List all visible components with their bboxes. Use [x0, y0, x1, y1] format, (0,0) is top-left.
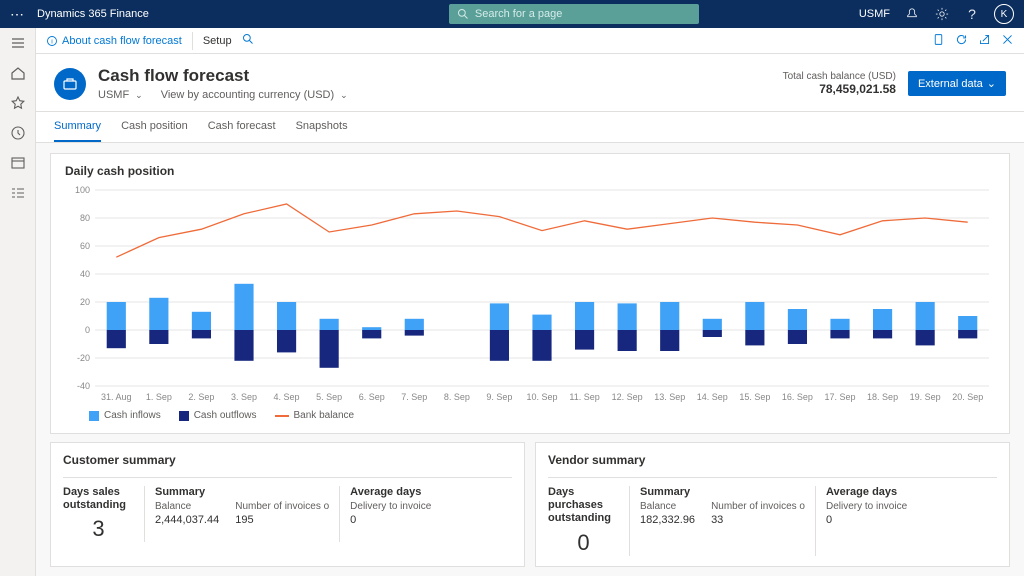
chevron-down-icon: ⌄: [135, 90, 143, 101]
svg-text:20: 20: [80, 297, 90, 307]
svg-text:-40: -40: [77, 381, 90, 391]
vend-balance: 182,332.96: [640, 514, 695, 526]
svg-text:10. Sep: 10. Sep: [526, 392, 557, 402]
cust-invoices: 195: [235, 514, 329, 526]
chevron-down-icon: ⌄: [340, 90, 348, 101]
chart-title: Daily cash position: [65, 164, 995, 178]
svg-text:15. Sep: 15. Sep: [739, 392, 770, 402]
page-icon: [54, 68, 86, 100]
about-link[interactable]: i About cash flow forecast: [46, 35, 182, 47]
legend-outflows: Cash outflows: [179, 410, 257, 421]
app-header: ⋯ Dynamics 365 Finance Search for a page…: [0, 0, 1024, 28]
svg-text:0: 0: [85, 325, 90, 335]
svg-text:60: 60: [80, 241, 90, 251]
svg-text:5. Sep: 5. Sep: [316, 392, 342, 402]
svg-text:80: 80: [80, 213, 90, 223]
daily-cash-chart: -40 -20 0 20 40 60 80 100 31. Aug 1. Sep 2. Sep 3. …: [65, 184, 995, 404]
tab-snapshots[interactable]: Snapshots: [296, 112, 348, 142]
recent-icon[interactable]: [9, 124, 27, 142]
legend-bank-balance: Bank balance: [275, 410, 355, 421]
action-bar: i About cash flow forecast Setup: [36, 28, 1024, 54]
customer-summary-card: Customer summary Days sales outstanding …: [50, 442, 525, 567]
help-icon[interactable]: ?: [964, 6, 980, 22]
dpo-label: Days purchases outstanding: [548, 486, 619, 526]
balance-label: Total cash balance (USD): [783, 71, 896, 82]
chart-card: Daily cash position -40 -20 0 20 40 60 80 100 31…: [50, 153, 1010, 434]
summary-label: Summary: [155, 486, 329, 499]
home-icon[interactable]: [9, 64, 27, 82]
svg-text:-20: -20: [77, 353, 90, 363]
search-input[interactable]: Search for a page: [449, 4, 699, 24]
svg-text:8. Sep: 8. Sep: [444, 392, 470, 402]
svg-text:16. Sep: 16. Sep: [782, 392, 813, 402]
svg-text:100: 100: [75, 185, 90, 195]
app-title: Dynamics 365 Finance: [37, 8, 149, 20]
svg-text:4. Sep: 4. Sep: [274, 392, 300, 402]
popout-icon[interactable]: [978, 33, 991, 49]
external-data-button[interactable]: External data ⌄: [908, 71, 1006, 96]
chevron-down-icon: ⌄: [987, 77, 996, 90]
tab-cash-position[interactable]: Cash position: [121, 112, 188, 142]
cust-delivery: 0: [350, 514, 502, 526]
svg-text:2. Sep: 2. Sep: [188, 392, 214, 402]
svg-text:20. Sep: 20. Sep: [952, 392, 983, 402]
customer-summary-title: Customer summary: [63, 453, 512, 467]
svg-text:i: i: [51, 38, 53, 45]
balance-value: 78,459,021.58: [783, 82, 896, 96]
avg-days-label: Average days: [350, 486, 502, 499]
entity-select[interactable]: USMF: [98, 89, 129, 101]
svg-text:3. Sep: 3. Sep: [231, 392, 257, 402]
svg-text:6. Sep: 6. Sep: [359, 392, 385, 402]
svg-text:9. Sep: 9. Sep: [486, 392, 512, 402]
svg-text:1. Sep: 1. Sep: [146, 392, 172, 402]
svg-text:19. Sep: 19. Sep: [910, 392, 941, 402]
svg-text:17. Sep: 17. Sep: [824, 392, 855, 402]
svg-text:18. Sep: 18. Sep: [867, 392, 898, 402]
chart-legend: Cash inflows Cash outflows Bank balance: [65, 410, 995, 421]
avatar[interactable]: K: [994, 4, 1014, 24]
modules-icon[interactable]: [9, 184, 27, 202]
workspace-icon[interactable]: [9, 154, 27, 172]
svg-text:11. Sep: 11. Sep: [569, 392, 599, 402]
search-icon: [457, 8, 469, 20]
vend-invoices: 33: [711, 514, 805, 526]
dso-value: 3: [63, 516, 134, 542]
legend-inflows: Cash inflows: [89, 410, 161, 421]
cust-balance: 2,444,037.44: [155, 514, 219, 526]
waffle-icon[interactable]: ⋯: [10, 6, 25, 23]
refresh-icon[interactable]: [955, 33, 968, 49]
vendor-summary-title: Vendor summary: [548, 453, 997, 467]
balance-block: Total cash balance (USD) 78,459,021.58: [783, 71, 896, 96]
page-header: Cash flow forecast USMF ⌄ View by accoun…: [36, 54, 1024, 112]
menu-icon[interactable]: [9, 34, 27, 52]
tab-summary[interactable]: Summary: [54, 112, 101, 142]
svg-text:13. Sep: 13. Sep: [654, 392, 685, 402]
star-icon[interactable]: [9, 94, 27, 112]
vend-delivery: 0: [826, 514, 987, 526]
search-placeholder: Search for a page: [475, 8, 562, 20]
vendor-summary-card: Vendor summary Days purchases outstandin…: [535, 442, 1010, 567]
tab-cash-forecast[interactable]: Cash forecast: [208, 112, 276, 142]
svg-text:7. Sep: 7. Sep: [401, 392, 427, 402]
page-title: Cash flow forecast: [98, 66, 348, 86]
svg-text:14. Sep: 14. Sep: [697, 392, 728, 402]
action-search-icon[interactable]: [242, 33, 254, 48]
bell-icon[interactable]: [904, 6, 920, 22]
svg-text:31. Aug: 31. Aug: [101, 392, 132, 402]
dso-label: Days sales outstanding: [63, 486, 134, 512]
gear-icon[interactable]: [934, 6, 950, 22]
attach-icon[interactable]: [932, 33, 945, 49]
setup-link[interactable]: Setup: [203, 35, 232, 47]
company-code[interactable]: USMF: [859, 8, 890, 20]
svg-text:12. Sep: 12. Sep: [612, 392, 643, 402]
nav-rail: [0, 28, 36, 576]
viewby-select[interactable]: View by accounting currency (USD): [161, 89, 334, 101]
tabs: Summary Cash position Cash forecast Snap…: [36, 112, 1024, 143]
svg-text:40: 40: [80, 269, 90, 279]
dpo-value: 0: [548, 530, 619, 556]
close-icon[interactable]: [1001, 33, 1014, 49]
